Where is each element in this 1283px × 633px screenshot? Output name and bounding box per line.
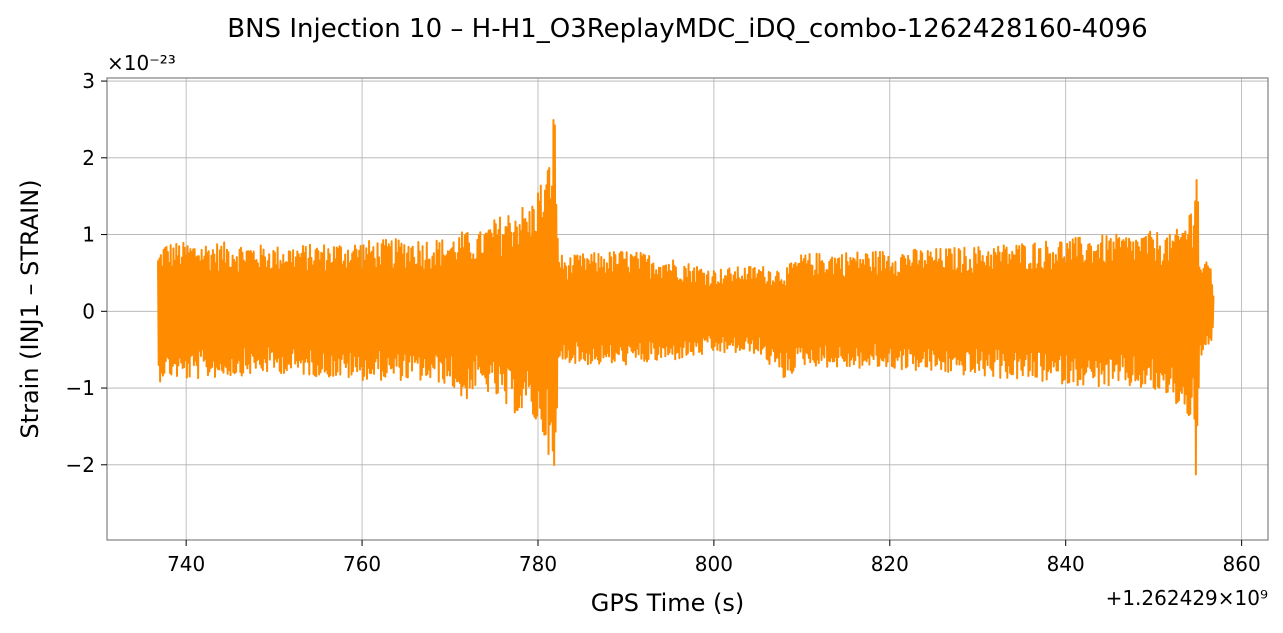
x-tick-label: 740 [167, 552, 205, 576]
x-tick-label: 840 [1047, 552, 1085, 576]
plot-frame [106, 77, 1269, 541]
y-tick-label: −1 [66, 376, 95, 400]
x-tick-label: 860 [1223, 552, 1261, 576]
y-tick-label: −2 [66, 453, 95, 477]
x-tick-label: 820 [871, 552, 909, 576]
y-tick-label: 0 [82, 299, 95, 323]
x-tick-label: 760 [343, 552, 381, 576]
y-tick-label: 1 [82, 223, 95, 247]
x-axis-label: GPS Time (s) [591, 589, 745, 617]
strain-series-line [157, 119, 1215, 476]
x-offset-label: +1.262429×10⁹ [1106, 586, 1268, 610]
y-scale-label: ×10⁻²³ [107, 51, 176, 75]
axis-ticks: 740 760 780 800 820 840 860 −2 −1 0 1 2 3 [66, 69, 1261, 576]
y-tick-label: 3 [82, 69, 95, 93]
strain-series [157, 119, 1215, 476]
y-axis-label: Strain (INJ1 – STRAIN) [16, 179, 44, 438]
x-tick-label: 800 [695, 552, 733, 576]
y-tick-label: 2 [82, 146, 95, 170]
chart-title: BNS Injection 10 – H-H1_O3ReplayMDC_iDQ_… [227, 14, 1147, 44]
x-tick-label: 780 [519, 552, 557, 576]
